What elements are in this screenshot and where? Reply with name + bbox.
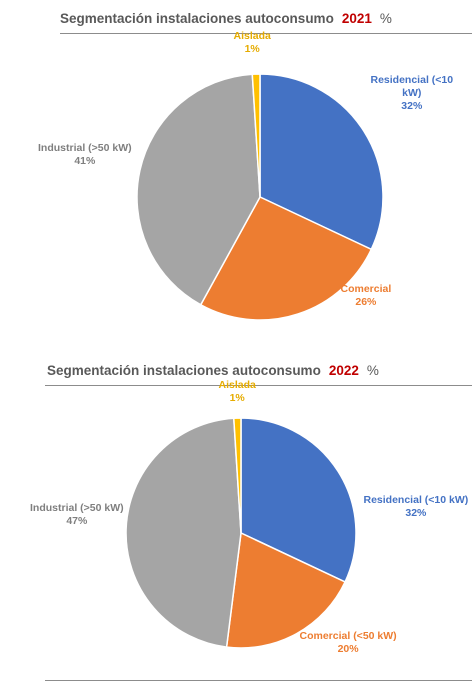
title-unit: % <box>379 11 392 26</box>
title-text: Segmentación instalaciones autoconsumo <box>47 363 321 378</box>
title-text: Segmentación instalaciones autoconsumo <box>60 11 334 26</box>
chart-2022: Segmentación instalaciones autoconsumo 20… <box>0 350 476 688</box>
title-rule <box>60 33 472 34</box>
title-year: 2022 <box>328 363 359 378</box>
bottom-rule <box>45 680 472 681</box>
slice-label-comercial-50-kw: Comercial (<50 kW) 20% <box>300 630 397 656</box>
slice-label-text: Comercial (<50 kW) <box>299 630 397 642</box>
chart-title: Segmentación instalaciones autoconsumo 20… <box>47 363 379 378</box>
slice-label-text: Industrial (>50 kW) <box>38 142 132 154</box>
slice-percentage: 26% <box>355 296 377 308</box>
slice-label-text: Aislada <box>233 30 271 42</box>
pie-slice-industrial-50-kw <box>136 73 261 306</box>
slice-label-text: Industrial (>50 kW) <box>30 502 124 514</box>
slice-label-text: Residencial (<10 kW) <box>363 494 469 506</box>
slice-label-text: Aislada <box>218 379 256 391</box>
slice-label-comercial: Comercial 26% <box>341 283 392 309</box>
pie-slice-aislada <box>251 73 261 198</box>
slice-label-aislada: Aislada 1% <box>219 379 256 405</box>
slice-label-industrial-50-kw: Industrial (>50 kW) 41% <box>38 142 132 168</box>
slice-label-residencial-10-kw: Residencial (<10 kW) 32% <box>371 74 454 113</box>
title-year: 2021 <box>341 11 372 26</box>
slice-percentage: 32% <box>401 99 423 112</box>
pie-chart <box>136 73 384 321</box>
title-rule <box>45 385 472 386</box>
pie-slice-residencial-10-kw <box>240 417 357 583</box>
chart-2021: Segmentación instalaciones autoconsumo 20… <box>38 11 472 321</box>
pie-chart <box>125 417 357 649</box>
pie-slice-residencial-10-kw <box>259 73 384 251</box>
pie-slice-aislada <box>232 417 242 534</box>
pie-slice-industrial-50-kw <box>125 417 242 648</box>
slice-percentage: 32% <box>405 507 427 519</box>
slice-label-text: kW) <box>402 86 422 99</box>
chart-title: Segmentación instalaciones autoconsumo 20… <box>60 11 392 26</box>
slice-percentage: 47% <box>66 515 88 527</box>
slice-label-text: Residencial (<10 <box>370 73 454 86</box>
slice-label-residencial-10-kw: Residencial (<10 kW) 32% <box>364 494 469 520</box>
title-unit: % <box>366 363 379 378</box>
slice-percentage: 1% <box>244 43 260 55</box>
slice-label-industrial-50-kw: Industrial (>50 kW) 47% <box>30 502 124 528</box>
slice-label-text: Comercial <box>340 283 392 295</box>
slice-percentage: 41% <box>74 155 96 167</box>
pie-slice-comercial-50-kw <box>225 531 347 649</box>
slice-label-aislada: Aislada 1% <box>234 30 271 56</box>
slice-percentage: 20% <box>337 643 359 655</box>
slice-percentage: 1% <box>229 392 245 404</box>
